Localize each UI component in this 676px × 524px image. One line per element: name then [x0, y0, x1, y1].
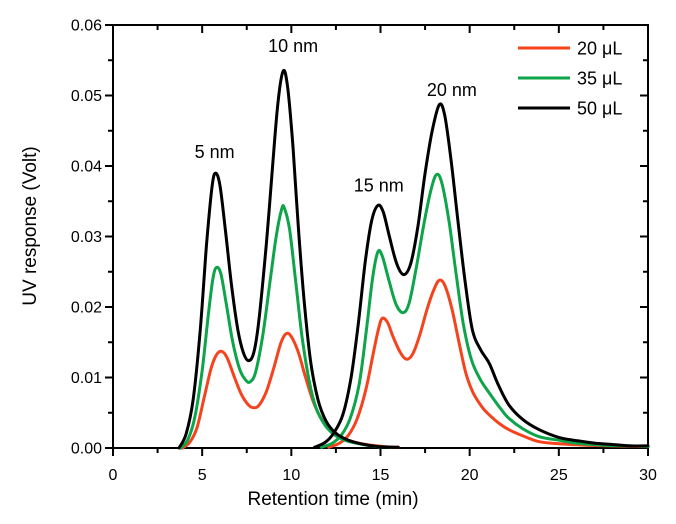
- y-tick-label: 0.01: [71, 370, 102, 387]
- legend-label-2: 50 μL: [577, 99, 622, 119]
- axis-tick-labels: 0 5 10 15 20 25 30 0.00 0.01 0.02 0.03 0.04 0.05 0.06: [71, 18, 657, 485]
- peak-label-15-nm: 15 nm: [354, 176, 404, 196]
- x-tick-label: 0: [109, 467, 118, 484]
- x-tick-label: 25: [550, 467, 568, 484]
- axis-ticks: [105, 24, 649, 456]
- x-tick-label: 10: [282, 467, 300, 484]
- x-axis-title: Retention time (min): [247, 489, 418, 510]
- curve-series-2-segment-1: [313, 102, 650, 449]
- x-tick-label: 15: [372, 467, 390, 484]
- y-tick-label: 0.05: [71, 88, 102, 105]
- y-tick-label: 0.02: [71, 300, 102, 317]
- y-axis-title: UV response (Volt): [20, 146, 41, 305]
- peak-annotations: 5 nm 10 nm 15 nm 20 nm: [195, 36, 477, 196]
- peak-label-5-nm: 5 nm: [195, 142, 235, 162]
- curve-series-0-segment-1: [327, 278, 650, 449]
- legend-label-1: 35 μL: [577, 69, 622, 89]
- x-tick-label: 30: [639, 467, 657, 484]
- y-tick-label: 0.00: [71, 441, 102, 458]
- y-tick-label: 0.03: [71, 229, 102, 246]
- curve-series-2-segment-0: [177, 68, 400, 450]
- data-curves: [177, 68, 650, 450]
- plot-border: [112, 24, 649, 449]
- peak-label-20-nm: 20 nm: [427, 80, 477, 100]
- curve-series-1-segment-0: [179, 204, 393, 450]
- curve-series-1-segment-1: [320, 172, 650, 449]
- legend-label-0: 20 μL: [577, 39, 622, 59]
- y-tick-label: 0.06: [71, 18, 102, 35]
- x-tick-label: 5: [198, 467, 207, 484]
- y-tick-label: 0.04: [71, 159, 102, 176]
- legend: 20 μL 35 μL 50 μL: [518, 39, 622, 119]
- peak-label-10-nm: 10 nm: [268, 36, 318, 56]
- x-tick-label: 20: [461, 467, 479, 484]
